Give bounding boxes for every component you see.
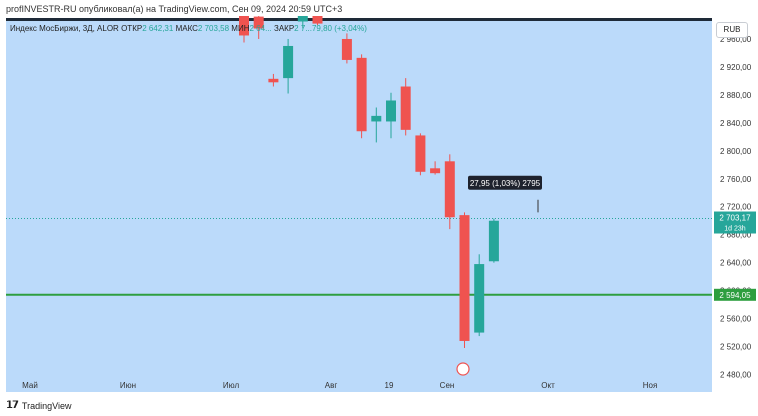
price-axis-background xyxy=(712,18,758,392)
x-tick-label: 19 xyxy=(385,381,394,390)
x-tick-label: Сен xyxy=(440,381,455,390)
chart-svg: 2 960,00 2 920,00 2 880,00 2 840,00 2 800,00… xyxy=(6,16,756,390)
y-tick-label: 2 800,00 xyxy=(720,147,752,156)
chart-legend: Индекс МосБиржи, 3Д, ALOR ОТКР2 642,31 М… xyxy=(10,24,367,33)
level-price-tag xyxy=(714,288,756,301)
legend-low: 2 64... xyxy=(249,24,272,33)
y-tick-label: 2 840,00 xyxy=(720,119,752,128)
candle-body xyxy=(474,264,485,333)
candle-body xyxy=(459,215,470,341)
candle-body xyxy=(239,16,249,36)
candle-body xyxy=(444,161,455,218)
candle-body xyxy=(488,220,499,262)
y-tick-label: 2 520,00 xyxy=(720,343,752,352)
x-tick-label: Ноя xyxy=(643,381,658,390)
y-tick-label: 2 880,00 xyxy=(720,91,752,100)
x-tick-label: Авг xyxy=(325,381,338,390)
currency-button[interactable]: RUB xyxy=(716,22,748,38)
candle-body xyxy=(341,38,352,60)
measure-label: 27,95 (1,03%) 2795 xyxy=(470,179,541,188)
publish-header: profINVESTR-RU опубликовал(а) на Trading… xyxy=(6,4,343,14)
legend-open: 2 642,31 xyxy=(142,24,174,33)
tradingview-logo-icon: 𝟭𝟳 xyxy=(6,400,19,411)
candle-body xyxy=(386,100,396,122)
candle-body xyxy=(268,78,279,83)
measure-label-box xyxy=(468,175,542,190)
candle-body xyxy=(430,168,441,174)
candle-body xyxy=(356,57,367,132)
legend-open-label: ОТКР xyxy=(121,24,143,33)
legend-symbol: Индекс МосБиржи, 3Д, ALOR xyxy=(10,24,119,33)
legend-low-label: МИН xyxy=(231,24,250,33)
legend-close: 2 7...79,80 (+3,04%) xyxy=(294,24,367,33)
countdown-label: 1d 23h xyxy=(724,226,746,233)
legend-high-label: МАКС xyxy=(175,24,198,33)
y-tick-label: 2 640,00 xyxy=(720,259,752,268)
top-border xyxy=(6,18,712,21)
level-price-label: 2 594,05 xyxy=(719,291,751,300)
candle-body xyxy=(297,16,308,22)
x-tick-label: Июл xyxy=(223,381,240,390)
y-tick-label: 2 480,00 xyxy=(720,371,752,380)
legend-close-label: ЗАКР xyxy=(273,24,295,33)
y-tick-label: 2 680,00 xyxy=(720,231,752,240)
x-tick-label: Июн xyxy=(120,381,136,390)
candle-body xyxy=(283,45,294,79)
last-price-tag xyxy=(714,211,756,234)
last-price-label: 2 703,17 xyxy=(719,214,751,223)
legend-high: 2 703,58 xyxy=(197,24,230,33)
candle-body xyxy=(312,16,323,24)
candle-body xyxy=(371,115,382,122)
candle-body xyxy=(400,86,411,130)
candle-body xyxy=(253,16,264,29)
footer: 𝟭𝟳 TradingView xyxy=(6,400,71,411)
candle-body xyxy=(415,135,426,172)
footer-brand: TradingView xyxy=(21,400,72,411)
x-tick-label: Май xyxy=(22,381,38,390)
y-tick-label: 2 920,00 xyxy=(720,63,752,72)
y-tick-label: 2 760,00 xyxy=(720,175,752,184)
chart-area[interactable]: 2 960,00 2 920,00 2 880,00 2 840,00 2 800,00… xyxy=(0,16,758,396)
y-tick-label: 2 560,00 xyxy=(720,315,752,324)
y-tick-label: 2 720,00 xyxy=(720,203,752,212)
event-marker-icon xyxy=(456,362,470,376)
x-tick-label: Окт xyxy=(541,381,555,390)
y-tick-label: 2 960,00 xyxy=(720,35,752,44)
